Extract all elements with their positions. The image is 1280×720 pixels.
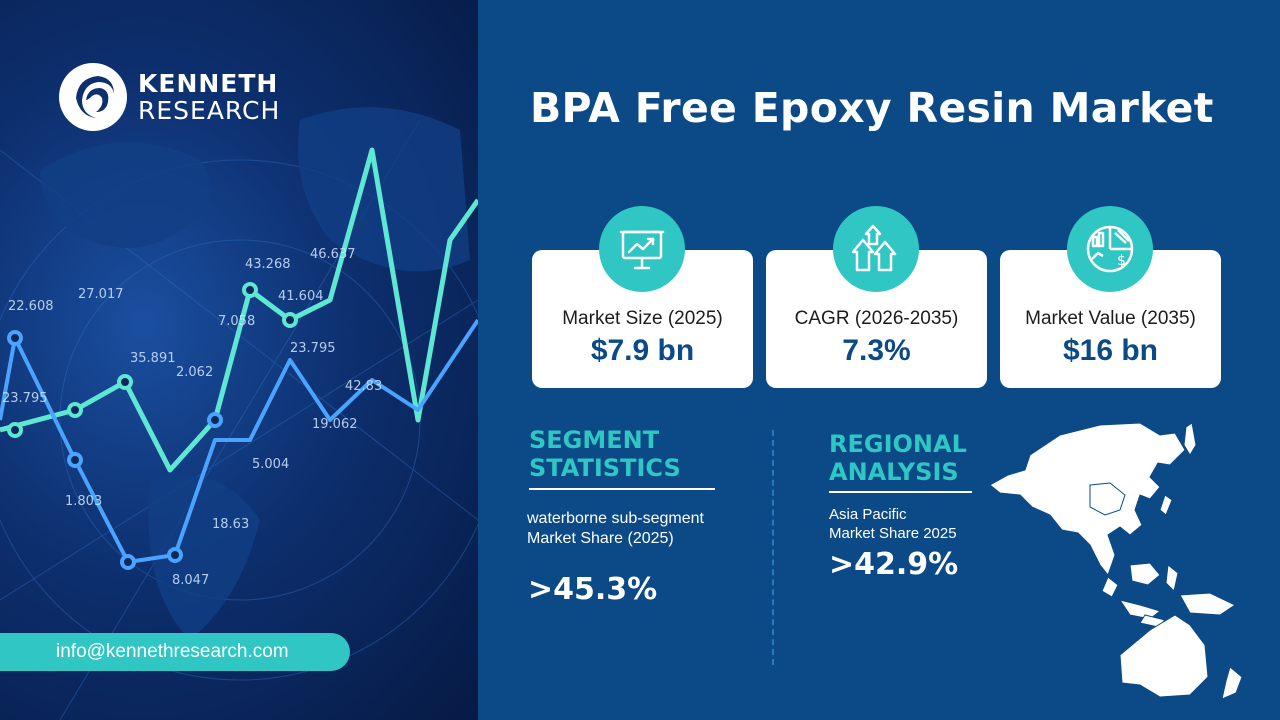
regional-desc-line2: Market Share 2025 xyxy=(829,525,957,542)
presentation-chart-icon xyxy=(599,206,685,292)
brand-name-line2: RESEARCH xyxy=(138,96,281,125)
svg-text:$: $ xyxy=(1117,253,1126,269)
market-size-label: Market Size (2025) xyxy=(562,308,723,329)
bg-number: 43.268 xyxy=(245,257,291,272)
bg-number: 35.891 xyxy=(130,351,176,366)
bg-number: 46.637 xyxy=(310,247,356,262)
segment-heading-line2: STATISTICS xyxy=(529,454,681,482)
pie-chart-dollar-icon: $ xyxy=(1067,206,1153,292)
cagr-value: 7.3% xyxy=(842,334,911,367)
bg-number: 18.63 xyxy=(212,517,249,532)
bg-number: 7.058 xyxy=(218,314,255,329)
regional-underline xyxy=(829,491,972,493)
bg-number: 8.047 xyxy=(172,573,209,588)
contact-email-link[interactable]: info@kennethresearch.com xyxy=(0,633,350,671)
bg-number: 42.83 xyxy=(345,379,382,394)
regional-share-value: >42.9% xyxy=(829,547,959,582)
financial-chart-graphic: 22.608 27.017 23.795 35.891 1.803 43.268… xyxy=(0,107,478,720)
bg-number: 5.004 xyxy=(252,457,289,472)
asia-pacific-map xyxy=(990,422,1243,700)
brand-logo: KENNETH RESEARCH xyxy=(56,60,280,134)
segment-desc-line1: waterborne sub-segment xyxy=(527,510,704,527)
segment-heading: SEGMENT STATISTICS xyxy=(529,426,681,482)
regional-desc-line1: Asia Pacific xyxy=(829,506,907,523)
bg-number: 41.604 xyxy=(278,289,324,304)
market-value-label: Market Value (2035) xyxy=(1025,308,1196,329)
section-divider xyxy=(772,430,774,665)
segment-heading-line1: SEGMENT xyxy=(529,426,660,454)
regional-heading-line1: REGIONAL xyxy=(829,430,967,458)
market-size-value: $7.9 bn xyxy=(590,334,695,367)
segment-desc-line2: Market Share (2025) xyxy=(527,530,674,547)
bg-number: 22.608 xyxy=(8,299,54,314)
bg-number: 27.017 xyxy=(78,287,124,302)
cagr-card: CAGR (2026-2035) 7.3% xyxy=(766,250,987,388)
regional-heading: REGIONAL ANALYSIS xyxy=(829,430,967,486)
market-value-value: $16 bn xyxy=(1062,334,1159,367)
kenneth-research-logo-icon xyxy=(59,63,127,131)
cagr-label: CAGR (2026-2035) xyxy=(794,308,959,329)
market-value-card: Market Value (2035) $16 bn xyxy=(1000,250,1221,388)
regional-heading-line2: ANALYSIS xyxy=(829,458,959,486)
segment-share-value: >45.3% xyxy=(528,572,658,607)
right-info-panel: BPA Free Epoxy Resin Market Market Size … xyxy=(478,0,1280,720)
left-hero-panel: 22.608 27.017 23.795 35.891 1.803 43.268… xyxy=(0,0,478,720)
segment-underline xyxy=(529,488,715,490)
brand-name-line1: KENNETH xyxy=(138,69,279,98)
bg-number: 23.795 xyxy=(290,341,336,356)
bg-number: 1.803 xyxy=(65,494,102,509)
bg-number: 23.795 xyxy=(2,391,48,406)
bg-number: 2.062 xyxy=(176,365,213,380)
growth-arrows-icon xyxy=(833,206,919,292)
regional-description: Asia Pacific Market Share 2025 xyxy=(829,505,957,543)
segment-description: waterborne sub-segment Market Share (202… xyxy=(527,509,704,549)
bg-number: 19.062 xyxy=(312,417,358,432)
page-title: BPA Free Epoxy Resin Market xyxy=(530,84,1214,132)
